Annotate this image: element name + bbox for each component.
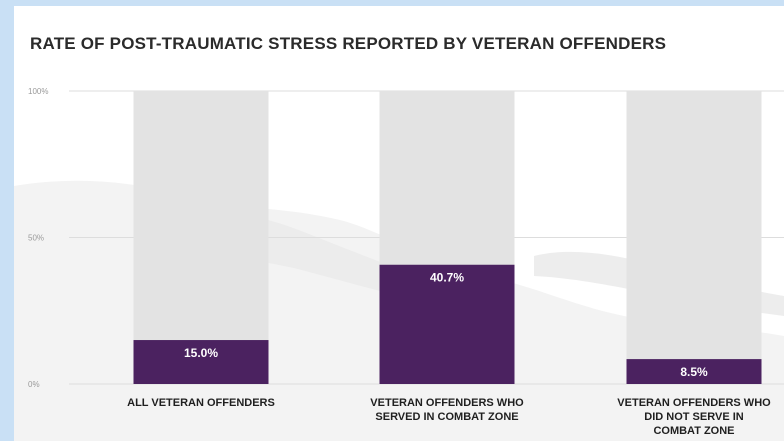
category-label: VETERAN OFFENDERS WHO (370, 397, 524, 409)
data-label: 15.0% (184, 346, 218, 360)
category-label: DID NOT SERVE IN (644, 411, 743, 423)
bar-track (133, 91, 269, 384)
category-labels: ALL VETERAN OFFENDERS VETERAN OFFENDERS W… (127, 397, 771, 437)
data-label: 8.5% (680, 365, 708, 379)
category-label: ALL VETERAN OFFENDERS (127, 397, 275, 409)
category-label: VETERAN OFFENDERS WHO (617, 397, 771, 409)
bar-track (626, 91, 762, 384)
bar-chart: 0% 50% 100% 15.0% 40.7% 8.5% ALL VETERAN OFF… (28, 87, 784, 437)
category-label: SERVED IN COMBAT ZONE (375, 411, 518, 423)
data-label: 40.7% (430, 271, 464, 285)
y-tick-label: 100% (28, 87, 48, 96)
y-tick-label: 0% (28, 380, 40, 389)
chart-frame: RATE OF POST-TRAUMATIC STRESS REPORTED B… (14, 6, 784, 441)
bar (379, 264, 515, 384)
category-label: COMBAT ZONE (653, 425, 734, 437)
y-axis-ticks: 0% 50% 100% (28, 87, 48, 389)
bar (626, 359, 762, 384)
y-tick-label: 50% (28, 234, 44, 243)
chart-title: RATE OF POST-TRAUMATIC STRESS REPORTED B… (30, 34, 667, 53)
bars (133, 264, 762, 384)
bar (133, 340, 269, 384)
data-labels: 15.0% 40.7% 8.5% (184, 271, 708, 379)
